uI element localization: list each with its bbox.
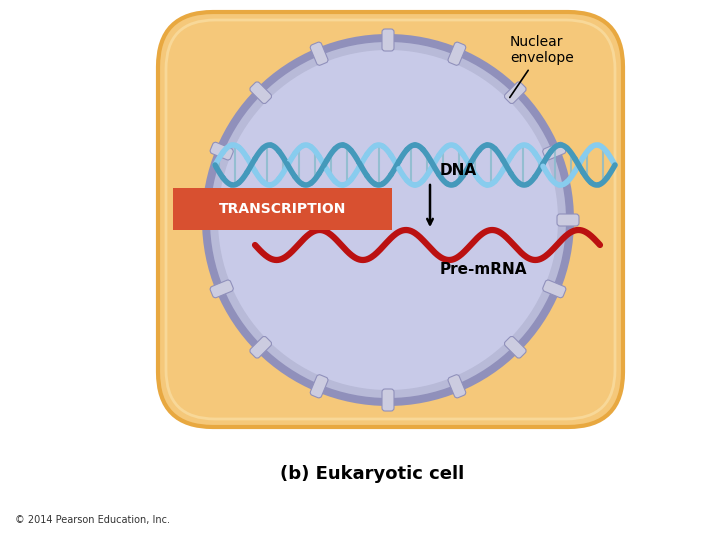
FancyBboxPatch shape — [210, 280, 233, 298]
FancyBboxPatch shape — [448, 42, 466, 65]
FancyBboxPatch shape — [504, 336, 526, 358]
Text: (b) Eukaryotic cell: (b) Eukaryotic cell — [280, 465, 464, 483]
Text: Nuclear
envelope: Nuclear envelope — [510, 35, 574, 98]
FancyBboxPatch shape — [382, 29, 394, 51]
FancyBboxPatch shape — [543, 280, 566, 298]
FancyBboxPatch shape — [250, 336, 271, 358]
FancyBboxPatch shape — [250, 82, 271, 104]
FancyBboxPatch shape — [557, 214, 579, 226]
Ellipse shape — [202, 34, 574, 406]
FancyBboxPatch shape — [504, 82, 526, 104]
FancyBboxPatch shape — [382, 389, 394, 411]
Text: TRANSCRIPTION: TRANSCRIPTION — [219, 202, 346, 216]
Ellipse shape — [210, 42, 566, 398]
FancyBboxPatch shape — [448, 375, 466, 398]
FancyBboxPatch shape — [543, 142, 566, 160]
FancyBboxPatch shape — [310, 375, 328, 398]
FancyBboxPatch shape — [310, 42, 328, 65]
Text: DNA: DNA — [440, 163, 477, 178]
FancyBboxPatch shape — [197, 214, 219, 226]
FancyBboxPatch shape — [158, 12, 623, 427]
Text: Pre-mRNA: Pre-mRNA — [440, 262, 528, 277]
FancyBboxPatch shape — [173, 188, 392, 230]
FancyBboxPatch shape — [210, 142, 233, 160]
Text: © 2014 Pearson Education, Inc.: © 2014 Pearson Education, Inc. — [15, 515, 170, 525]
Ellipse shape — [218, 50, 558, 390]
